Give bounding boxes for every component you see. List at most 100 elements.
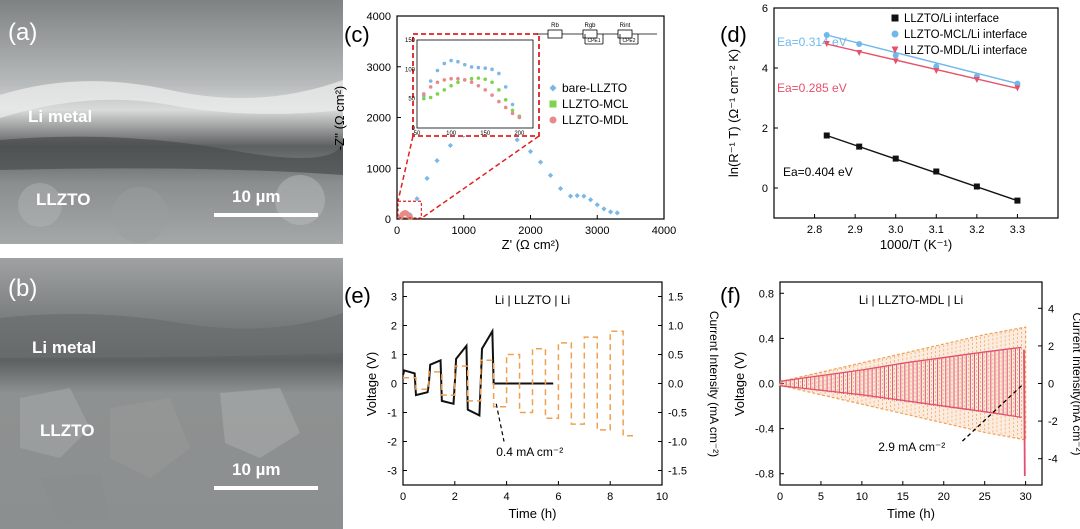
f-annotation: 2.9 mA cm⁻²	[878, 440, 945, 454]
e-ylabel: Voltage (V)	[364, 352, 379, 416]
sem-texture-a	[0, 0, 343, 244]
panel-label-d: (d)	[720, 22, 747, 47]
c-inset-connector	[397, 135, 414, 202]
c-ylabel: -Z'' (Ω cm²)	[332, 86, 347, 151]
c-inset-point	[510, 102, 515, 107]
d-point	[892, 155, 899, 162]
f-y2tick-label: 2	[1048, 341, 1054, 353]
c-inset-point	[517, 115, 522, 120]
e-ytick-label: -1	[387, 408, 397, 420]
c-point	[527, 148, 534, 155]
f-xtick-label: 25	[979, 491, 991, 503]
c-point	[407, 214, 413, 220]
c-inset-point	[456, 76, 460, 81]
e-xtick-label: 0	[400, 491, 406, 503]
c-point	[424, 175, 430, 181]
panel-label-c: (c)	[344, 22, 370, 47]
e-xlabel: Time (h)	[509, 506, 557, 521]
sem-texture-b	[0, 258, 343, 529]
panel-f: 0 5 10 15 20 25 30 -0.8 -0.4 0.0 0.4 0.8 -4 -2 0 2 4 (f) L…	[720, 281, 1080, 521]
f-y2tick-label: -2	[1048, 416, 1058, 428]
c-inset-point	[462, 62, 467, 67]
c-inset-ytick-label: 100	[405, 67, 416, 73]
f-ytick-label: 0.0	[759, 379, 774, 391]
c-circuit-label: CPE1	[587, 38, 600, 44]
d-fit-line	[826, 34, 1018, 85]
c-point	[601, 206, 607, 212]
e-ytick-label: 3	[391, 292, 397, 304]
d-point	[892, 52, 899, 59]
e-xtick-label: 4	[504, 491, 510, 503]
c-inset-point	[422, 96, 426, 101]
d-legend-label: LLZTO-MDL/Li interface	[904, 45, 1027, 57]
f-ytick-label: -0.8	[755, 469, 774, 481]
c-zoom-box	[397, 200, 422, 219]
c-inset-point	[462, 78, 467, 82]
c-point	[434, 158, 440, 164]
sem-image-b: (b) Li metal LLZTO 10 µm	[0, 258, 343, 529]
d-series-0	[823, 132, 1021, 204]
d-xtick-label: 2.9	[847, 224, 862, 236]
c-xlabel: Z' (Ω cm²)	[502, 237, 560, 252]
c-inset-point	[435, 92, 440, 96]
c-inset-xtick-label: 50	[414, 131, 421, 137]
d-ytick-label: 4	[762, 63, 768, 75]
c-inset-point	[469, 80, 474, 85]
d-xtick-label: 2.8	[807, 224, 822, 236]
c-inset-point	[490, 67, 494, 72]
f-ytick-label: 0.4	[759, 333, 774, 345]
c-inset-point	[476, 76, 481, 80]
f-voltage	[779, 346, 1026, 476]
c-ytick-label: 1000	[367, 163, 391, 175]
c-xtick-label: 2000	[518, 225, 542, 237]
sem-labels-a: (a) Li metal LLZTO 10 µm	[8, 19, 281, 209]
c-inset-ytick-label: 150	[405, 38, 416, 44]
c-inset-connector	[419, 135, 540, 220]
d-ytick-label: 6	[762, 3, 768, 15]
f-ytick-label: -0.4	[755, 424, 774, 436]
c-inset-point	[428, 95, 433, 100]
e-y2tick-label: 1.5	[668, 292, 683, 304]
li-metal-label-a: Li metal	[28, 107, 92, 126]
d-point	[933, 68, 940, 74]
c-inset-ytick-label: 50	[408, 97, 415, 103]
c-inset-point	[497, 88, 501, 92]
c-xtick-label: 0	[394, 225, 400, 237]
e-series-0	[402, 327, 554, 417]
e-y2tick-label: 1.0	[668, 321, 683, 333]
e-ytick-label: -2	[387, 437, 397, 449]
e-ytick-label: 1	[391, 350, 397, 362]
c-inset-point	[469, 76, 474, 81]
d-point	[856, 50, 863, 56]
c-point	[587, 197, 594, 203]
d-point	[823, 32, 830, 38]
d-legend-marker	[891, 30, 899, 38]
e-ytick-label: -3	[387, 466, 397, 478]
e-y2tick-label: -1.0	[668, 437, 687, 449]
f-voltage-drop	[1023, 349, 1026, 476]
e-annotation-arrow	[495, 403, 505, 442]
d-fit-line	[826, 134, 1018, 202]
c-inset-series-2	[422, 76, 522, 120]
d-point	[856, 41, 863, 47]
c-inset-point	[483, 66, 488, 70]
c-legend-marker	[549, 100, 557, 108]
f-xtick-label: 0	[777, 491, 783, 503]
e-y2tick-label: 0.5	[668, 350, 683, 362]
d-point	[1014, 197, 1021, 204]
d-xtick-label: 3.2	[969, 224, 984, 236]
c-legend-marker	[549, 116, 557, 124]
d-point	[973, 77, 980, 83]
d-point	[892, 58, 899, 65]
d-xtick-label: 3.3	[1010, 224, 1025, 236]
c-series-0	[407, 127, 620, 218]
c-circuit-label: CPE2	[622, 38, 635, 44]
llzto-label-b: LLZTO	[40, 421, 94, 440]
c-point	[447, 142, 453, 149]
e-title: Li | LLZTO | Li	[495, 293, 570, 307]
c-circuit-label: Rb	[551, 23, 559, 29]
e-y2tick-label: -1.5	[668, 466, 687, 478]
f-annotation-arrow	[959, 385, 1022, 444]
e-y2tick-label: 0.0	[668, 379, 683, 391]
c-inset-point	[435, 80, 440, 85]
